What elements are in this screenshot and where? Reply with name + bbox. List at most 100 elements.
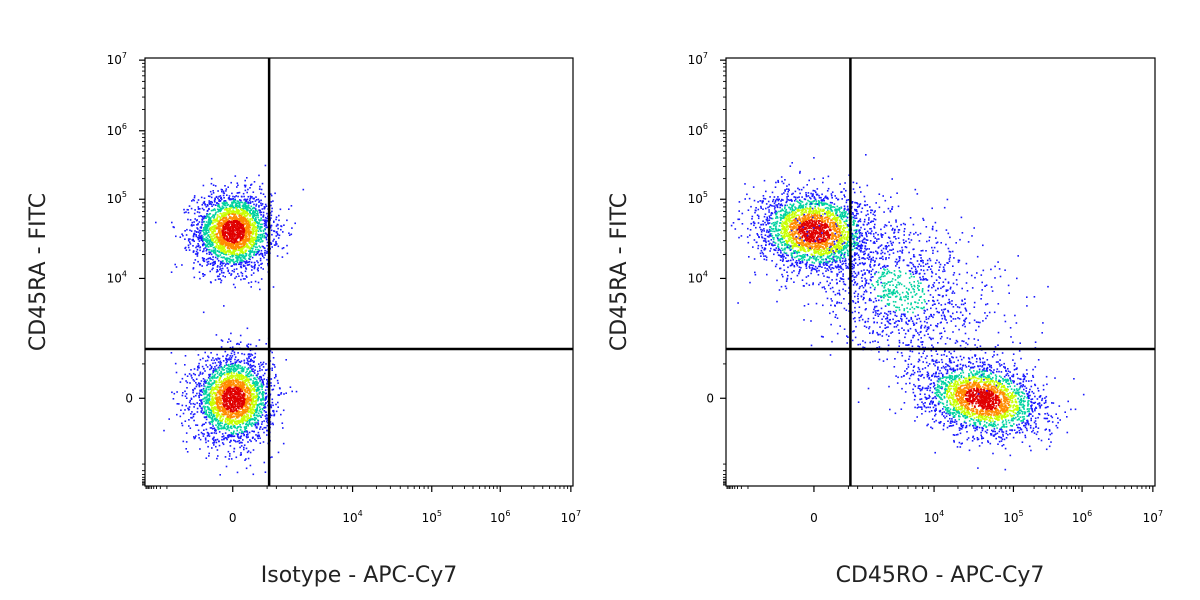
event-dot [232,246,235,249]
event-dot [200,394,203,396]
event-dot [226,420,229,422]
event-dot [248,237,250,239]
event-dot [272,411,275,413]
event-dot [249,249,252,252]
event-dot [249,370,251,373]
event-dot [208,383,211,386]
event-dot [245,199,247,201]
event-dot [199,246,202,248]
event-dot [220,260,222,263]
event-dot [275,225,278,227]
event-dot [228,365,231,368]
event-dot [234,244,237,246]
event-dot [239,425,241,428]
event-dot [208,257,210,260]
event-dot [231,238,234,240]
event-dot [250,423,252,426]
event-dot [242,207,245,210]
event-dot [199,358,202,361]
event-dot [231,228,233,230]
event-dot [229,434,232,437]
event-dot [189,382,191,384]
event-dot [252,395,255,398]
event-dot [204,226,207,229]
event-dot [205,391,208,393]
event-dot [211,230,213,233]
event-dot [246,357,248,360]
event-dot [220,380,223,382]
event-dot [197,238,200,241]
event-dot [257,198,260,201]
event-dot [255,243,257,246]
event-dot [225,251,227,253]
event-dot [218,369,221,371]
event-dot [205,441,207,444]
event-dot [199,263,202,266]
event-dot [186,451,189,453]
event-dot [237,218,240,220]
event-dot [254,232,257,235]
event-dot [280,228,282,231]
event-dot [250,359,252,361]
event-dot [231,213,234,215]
event-dot [223,192,226,195]
event-dot [248,250,250,252]
event-dot [227,242,230,244]
event-dot [232,283,235,286]
event-dot [275,240,277,243]
event-dot [212,238,214,241]
event-dot [209,203,212,205]
event-dot [213,403,215,405]
event-dot [232,230,235,233]
event-dot [220,244,222,246]
event-dot [219,210,222,213]
event-dot [197,228,199,230]
event-dot [276,232,279,235]
event-dot [236,366,239,368]
event-dot [230,221,232,224]
event-dot [212,377,214,380]
event-dot [215,398,218,400]
event-dot [248,221,251,224]
event-dot [198,394,200,397]
event-dot [196,369,199,371]
event-dot [264,415,267,417]
event-dot [216,391,219,394]
event-dot [255,417,257,419]
event-dot [196,245,198,247]
event-dot [253,414,255,417]
event-dot [245,267,247,269]
event-dot [227,233,230,235]
event-dot [228,372,230,375]
event-dot [210,367,212,370]
event-dot [201,207,204,210]
event-dot [217,410,220,412]
event-dot [207,229,210,232]
event-dot [218,275,220,277]
event-dot [238,233,240,236]
event-dot [259,367,261,370]
event-dot [222,190,225,193]
event-dot [256,388,259,391]
event-dot [231,364,233,366]
event-dot [261,240,263,243]
event-dot [198,271,201,273]
event-dot [210,413,213,415]
event-dot [216,418,219,421]
event-dot [264,403,266,406]
event-dot [254,352,257,355]
event-dot [257,396,260,399]
event-dot [235,207,237,209]
event-dot [203,197,206,199]
event-dot [240,421,242,423]
event-dot [217,227,220,230]
event-dot [209,195,211,198]
event-dot [247,407,249,410]
event-dot [196,219,198,221]
event-dot [263,228,266,230]
event-dot [217,401,220,403]
event-dot [205,409,208,412]
event-dot [199,373,201,375]
event-dot [234,286,236,289]
